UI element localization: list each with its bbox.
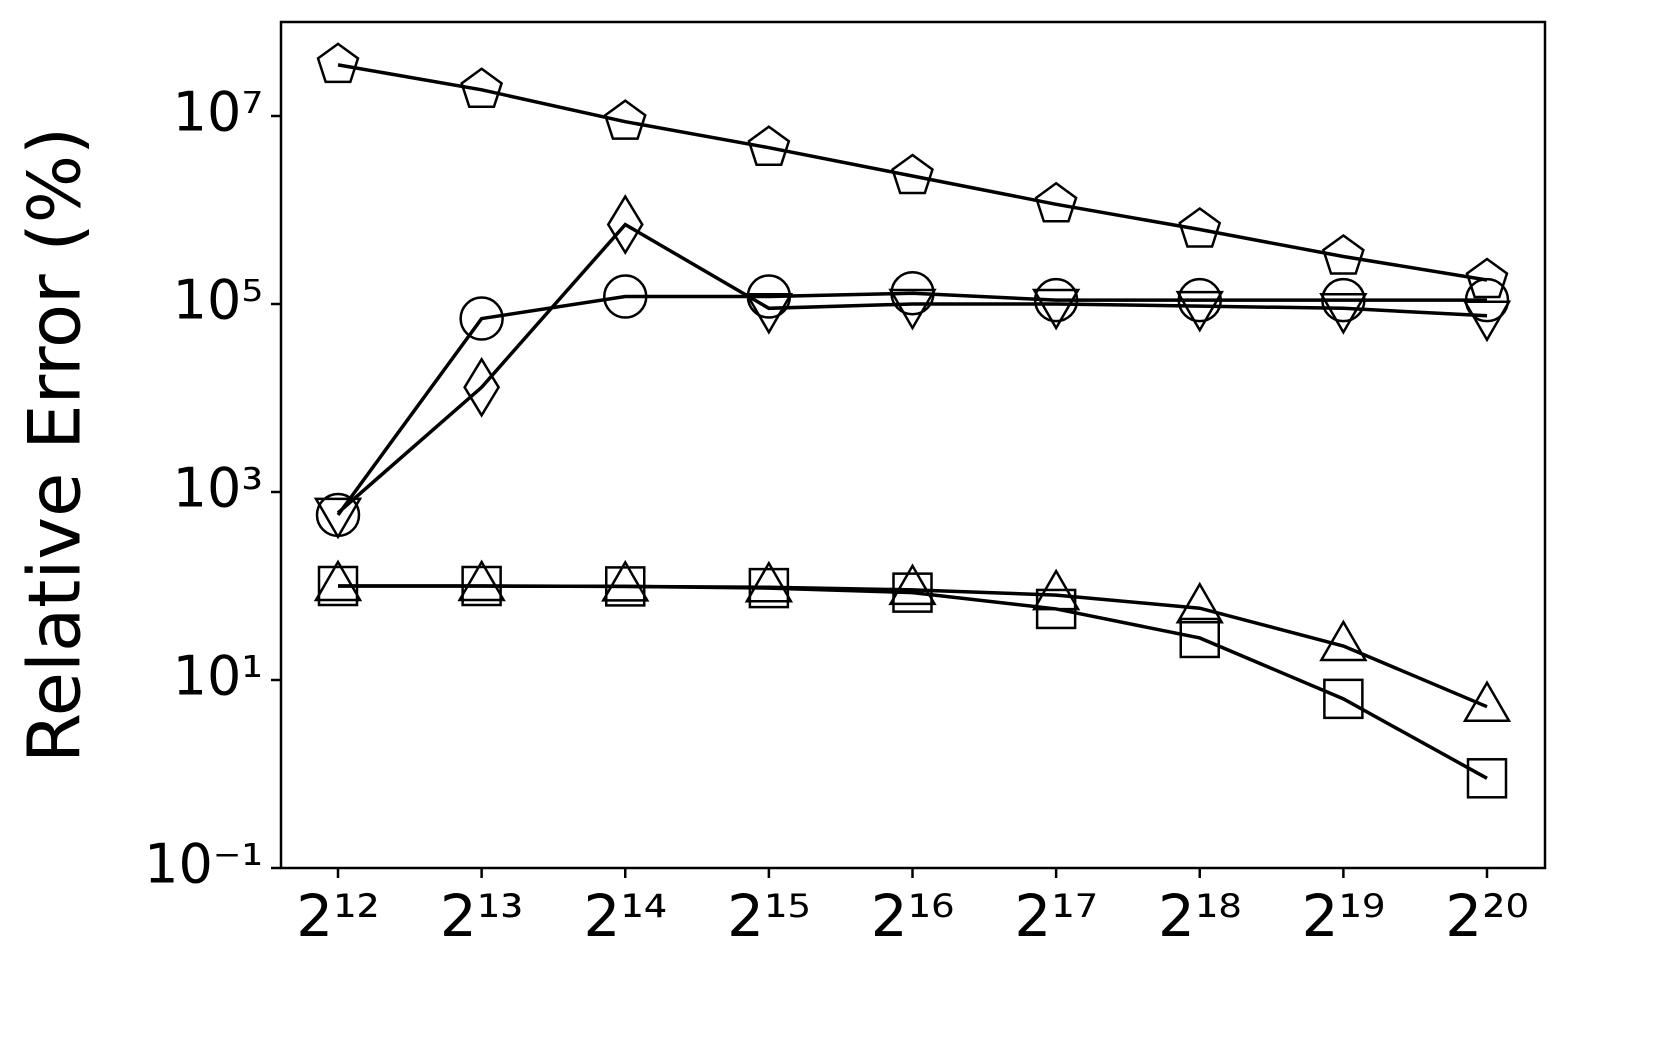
marker xyxy=(313,559,363,602)
x-tick-label: 2¹⁵ xyxy=(727,882,810,950)
marker xyxy=(891,153,934,195)
marker xyxy=(1321,233,1365,275)
y-axis-label: Relative Error (%) xyxy=(13,127,97,763)
x-tick-label: 2¹² xyxy=(296,882,379,950)
plot-frame xyxy=(279,20,1547,870)
marker xyxy=(457,559,506,602)
x-tick-label: 2¹⁴ xyxy=(584,882,667,950)
y-tick-label: 10⁻¹ xyxy=(144,833,263,896)
marker xyxy=(1179,617,1220,659)
y-tick-label: 10⁷ xyxy=(173,81,263,144)
series-line xyxy=(337,63,1488,282)
marker xyxy=(1465,257,1509,299)
x-tick-label: 2¹³ xyxy=(440,882,523,950)
marker xyxy=(313,497,363,540)
marker xyxy=(601,559,650,602)
marker xyxy=(747,125,791,166)
x-tick-label: 2¹⁸ xyxy=(1158,882,1241,950)
x-tick-label: 2¹⁷ xyxy=(1014,882,1097,950)
marker xyxy=(1462,300,1512,343)
x-tick-label: 2²⁰ xyxy=(1445,882,1528,950)
marker xyxy=(460,67,504,109)
marker xyxy=(888,288,937,331)
marker xyxy=(603,274,648,319)
marker xyxy=(1035,588,1077,630)
marker xyxy=(1177,277,1222,323)
marker xyxy=(1175,290,1224,333)
marker xyxy=(748,567,790,609)
y-tick-label: 10¹ xyxy=(173,645,263,708)
marker xyxy=(1034,181,1078,223)
marker xyxy=(605,566,646,607)
marker xyxy=(1321,277,1366,323)
marker xyxy=(461,565,502,607)
marker xyxy=(459,296,504,341)
series-line xyxy=(338,584,1488,780)
marker xyxy=(1323,678,1364,720)
marker xyxy=(1319,293,1368,335)
marker xyxy=(1462,680,1512,722)
x-tick-label: 2¹⁹ xyxy=(1302,882,1385,950)
marker xyxy=(1175,581,1224,624)
marker xyxy=(1031,288,1081,331)
marker xyxy=(316,42,360,84)
marker xyxy=(1319,619,1368,662)
marker xyxy=(1178,206,1222,248)
x-tick-label: 2¹⁶ xyxy=(871,882,954,950)
series-line xyxy=(336,291,1487,516)
marker xyxy=(1033,277,1079,323)
marker xyxy=(1464,277,1510,323)
marker xyxy=(317,565,359,607)
series-line xyxy=(336,222,1488,515)
marker xyxy=(606,194,644,255)
marker xyxy=(1466,758,1508,799)
marker xyxy=(603,99,647,140)
marker xyxy=(744,293,794,335)
y-tick-label: 10⁵ xyxy=(173,269,263,332)
marker xyxy=(892,572,933,613)
y-tick-label: 10³ xyxy=(173,457,263,520)
marker xyxy=(463,356,501,418)
marker xyxy=(888,563,937,606)
marker xyxy=(744,560,794,603)
